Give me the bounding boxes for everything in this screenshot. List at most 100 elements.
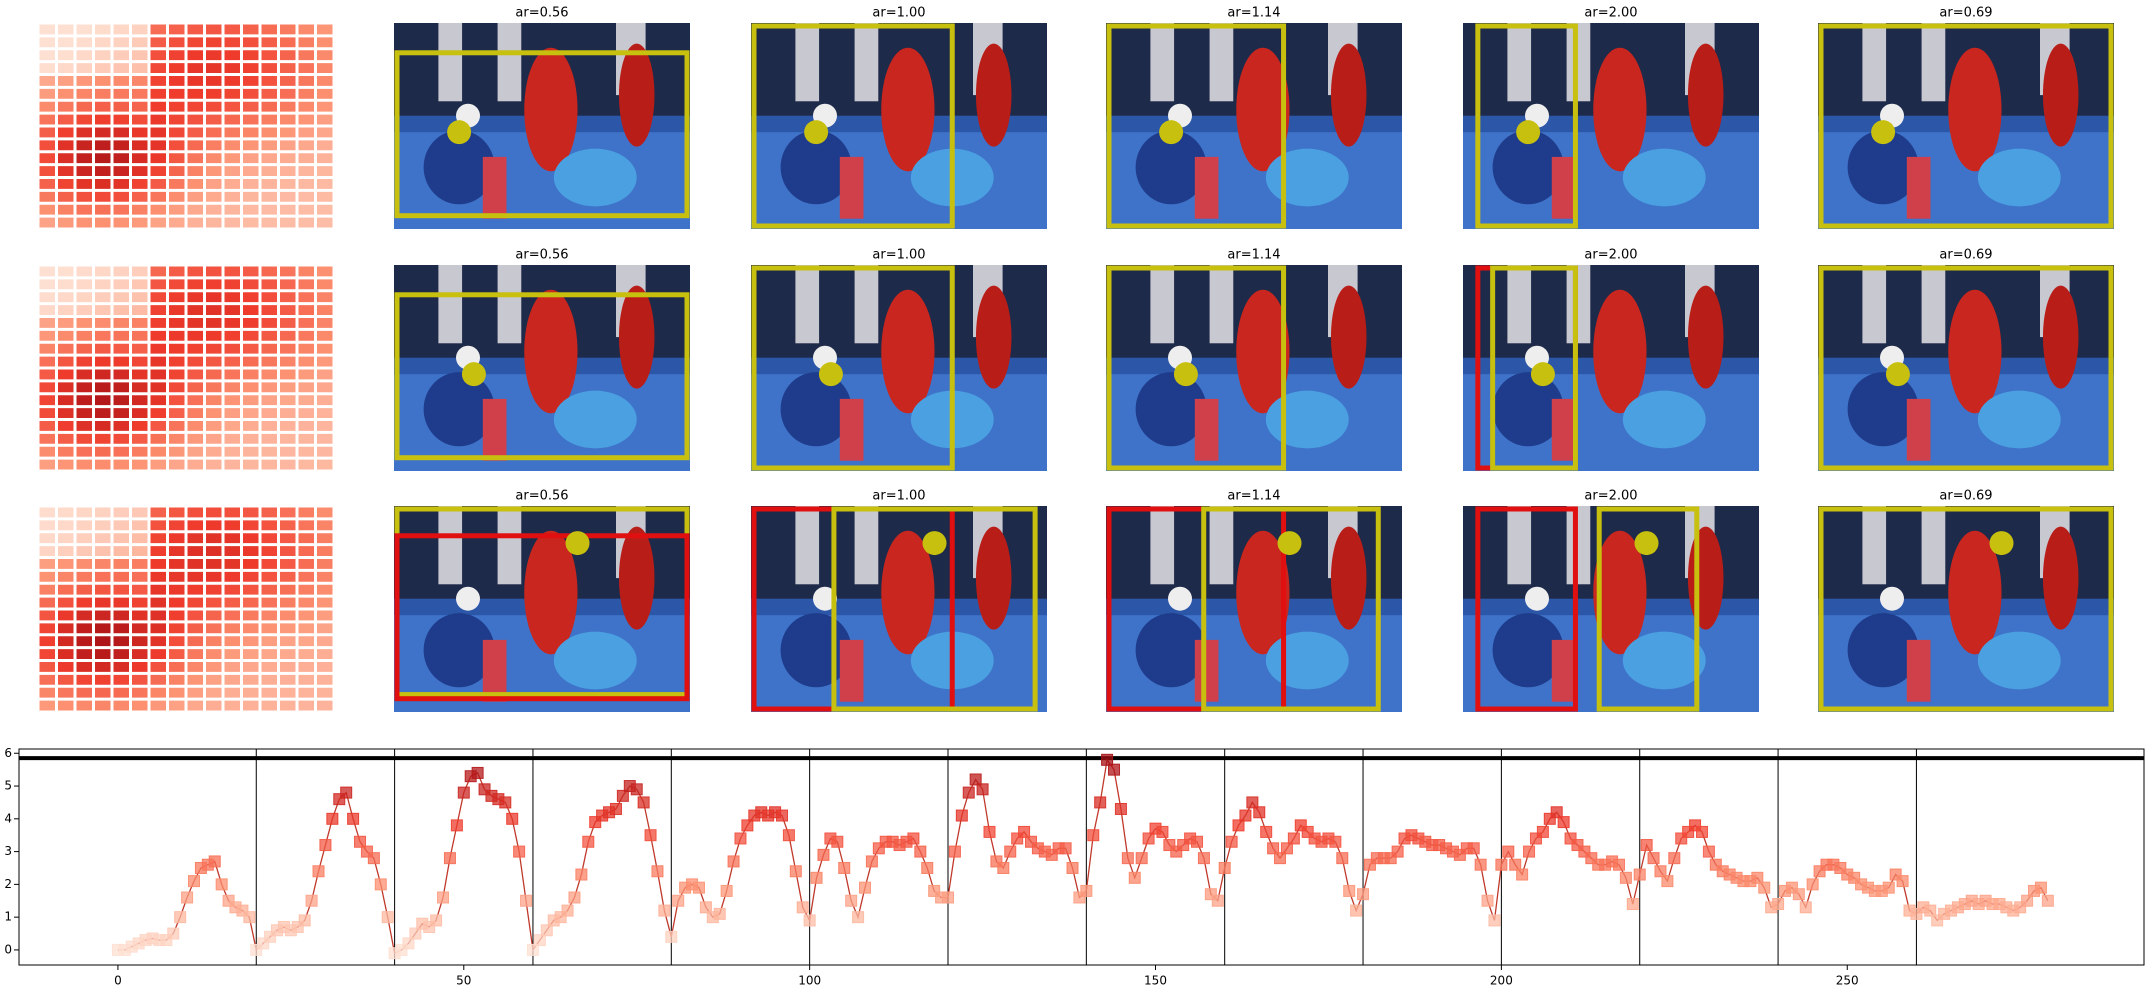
heat-cell [206, 356, 222, 367]
heat-cell [39, 24, 55, 35]
heat-cell [150, 318, 166, 328]
heat-cell [132, 700, 148, 711]
heat-cell [280, 101, 296, 112]
heat-cell [317, 50, 333, 61]
dot [1989, 531, 2014, 556]
heat-cell [95, 520, 111, 531]
heat-cell [76, 687, 92, 698]
marker [1889, 868, 1902, 881]
marker [1661, 875, 1674, 888]
player-light [553, 390, 637, 449]
heat-cell [132, 153, 148, 164]
heat-cell [206, 610, 222, 621]
marker [1253, 806, 1266, 819]
marker [852, 911, 865, 924]
player-blue [423, 613, 495, 688]
heat-cell [298, 546, 314, 556]
marker [554, 911, 567, 924]
heat-cell [298, 266, 314, 277]
heat-cell [243, 446, 259, 457]
heat-cell [169, 662, 185, 672]
heat-cell [113, 408, 129, 418]
marker [720, 884, 733, 897]
heat-cell [298, 459, 314, 470]
box-yellow [1106, 23, 1287, 229]
heat-cell [39, 153, 55, 164]
heat-cell [298, 395, 314, 406]
heat-cell [317, 382, 333, 393]
heat-cell [150, 127, 166, 138]
x-tick-label: 250 [1836, 974, 1859, 988]
heat-cell [76, 559, 92, 569]
heat-cell [261, 63, 277, 73]
photo-panel: ar=1.00 [751, 489, 1047, 712]
player-light [1977, 148, 2061, 207]
heat-cell [317, 533, 333, 544]
dot [1885, 362, 1910, 387]
heat-cell [280, 343, 296, 354]
heat-cell [317, 204, 333, 215]
heat-cell [39, 305, 55, 315]
marker [1073, 891, 1086, 904]
heat-cell [280, 356, 296, 367]
x-tick-label: 150 [1144, 974, 1167, 988]
player-blue [1135, 372, 1207, 447]
marker [1758, 881, 1771, 894]
marker [1453, 848, 1466, 861]
heat-cell [317, 597, 333, 608]
marker [1170, 845, 1183, 858]
heat-cell [224, 382, 240, 393]
marker [1467, 842, 1480, 855]
heat-cell [317, 266, 333, 277]
heat-cell [169, 395, 185, 406]
heat-cell [169, 459, 185, 470]
marker [188, 875, 201, 888]
heat-cell [95, 584, 111, 595]
heat-cell [113, 459, 129, 470]
heat-cell [261, 266, 277, 277]
heat-cell [113, 687, 129, 698]
heat-cell [169, 382, 185, 393]
heat-cell [39, 571, 55, 582]
marker [1695, 825, 1708, 838]
goalie-pad [482, 156, 507, 219]
heat-cell [261, 191, 277, 202]
heat-cell [58, 101, 74, 112]
heat-cell [298, 217, 314, 228]
heat-cell [298, 63, 314, 73]
heat-cell [224, 140, 240, 151]
heat-cell [58, 356, 74, 367]
marker [845, 894, 858, 907]
marker [374, 878, 387, 891]
heat-cell [113, 37, 129, 48]
goalie-pad [1194, 398, 1219, 461]
heat-cell [76, 597, 92, 608]
heat-cell [243, 76, 259, 86]
marker [1391, 845, 1404, 858]
heat-cell [280, 266, 296, 277]
heat-cell [132, 636, 148, 647]
heat-cell [113, 88, 129, 99]
marker [1156, 825, 1169, 838]
heat-cell [206, 408, 222, 418]
heat-cell [280, 330, 296, 341]
goalie-pad [839, 156, 864, 219]
heat-cell [280, 305, 296, 315]
heat-cell [169, 114, 185, 125]
heat-cell [206, 636, 222, 647]
heat-cell [150, 166, 166, 176]
marker [838, 861, 851, 874]
player-light [553, 631, 637, 690]
heat-cell [150, 369, 166, 380]
heat-cell [317, 433, 333, 444]
heat-cell [298, 382, 314, 393]
heat-cell [150, 76, 166, 86]
heat-cell [39, 76, 55, 86]
marker [1682, 825, 1695, 838]
panel-title: ar=0.69 [1939, 248, 1992, 263]
heat-cell [76, 76, 92, 86]
heat-cell [280, 395, 296, 406]
heat-cell [298, 571, 314, 582]
heat-cell [280, 88, 296, 99]
marker [264, 930, 277, 943]
